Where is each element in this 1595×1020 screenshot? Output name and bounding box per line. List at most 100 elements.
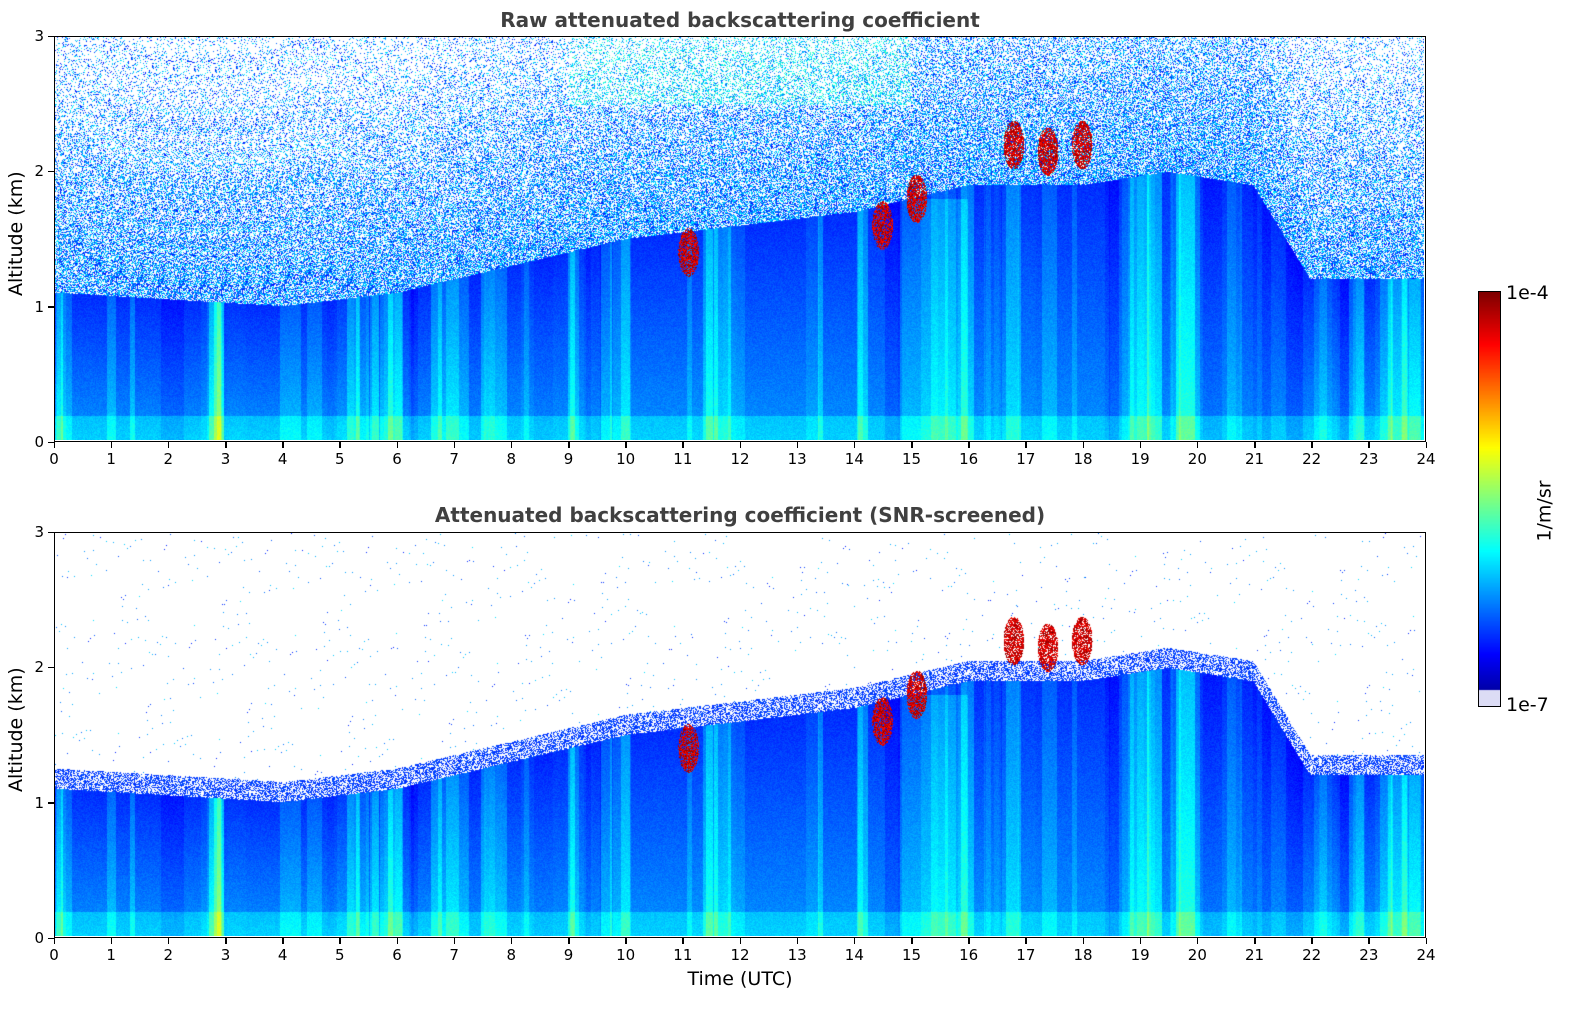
top-y-axis-label: Altitude (km) <box>5 171 27 296</box>
top-x-tick-label: 17 <box>1016 450 1036 468</box>
top-x-tickmark <box>167 442 170 448</box>
bottom-x-tick-label: 12 <box>730 946 750 964</box>
bottom-x-tickmark <box>453 938 456 944</box>
bottom-chart-title: Attenuated backscattering coefficient (S… <box>434 503 1046 527</box>
bottom-x-tickmark <box>167 938 170 944</box>
top-y-tick-label: 1 <box>34 297 44 316</box>
bottom-x-tick-label: 18 <box>1073 946 1093 964</box>
top-chart-title: Raw attenuated backscattering coefficien… <box>500 8 980 32</box>
colorbar-max-label: 1e-4 <box>1506 282 1549 304</box>
top-x-tickmark <box>339 442 341 448</box>
top-x-tickmark <box>625 442 627 448</box>
top-x-tick-label: 18 <box>1073 450 1093 468</box>
top-x-tick-label: 22 <box>1302 450 1322 468</box>
bottom-x-tick-label: 22 <box>1302 946 1322 964</box>
bottom-y-tick-label: 2 <box>34 658 44 677</box>
top-x-tick-label: 9 <box>563 450 574 468</box>
top-x-tick-label: 24 <box>1416 450 1436 468</box>
bottom-x-tickmark <box>1311 938 1313 944</box>
bottom-x-tick-label: 3 <box>220 946 231 964</box>
top-x-tickmark <box>453 442 456 448</box>
colorbar-units-label: 1/m/sr <box>1533 480 1556 542</box>
top-x-tickmark <box>396 442 398 448</box>
bottom-x-tick-label: 24 <box>1416 946 1436 964</box>
bottom-x-tick-label: 2 <box>163 946 174 964</box>
bottom-x-tick-label: 14 <box>844 946 864 964</box>
top-x-tick-label: 21 <box>1244 450 1265 468</box>
colorbar-min-label: 1e-7 <box>1506 694 1549 716</box>
bottom-x-tick-label: 13 <box>787 946 807 964</box>
top-x-tick-label: 19 <box>1130 450 1150 468</box>
top-x-tick-label: 11 <box>673 450 693 468</box>
bottom-x-tickmark <box>1254 938 1256 944</box>
top-y-tickmark <box>48 306 54 308</box>
bottom-x-tickmark <box>1025 938 1027 944</box>
top-x-tick-label: 7 <box>449 450 459 468</box>
bottom-x-tick-label: 20 <box>1187 946 1207 964</box>
top-x-tickmark <box>796 442 799 448</box>
top-x-tickmark <box>1139 442 1142 448</box>
bottom-y-tickmark <box>48 531 54 533</box>
bottom-x-tickmark <box>739 938 741 944</box>
bottom-y-axis-label: Altitude (km) <box>5 667 27 792</box>
top-x-tickmark <box>1425 442 1427 448</box>
top-x-tick-label: 4 <box>277 450 288 468</box>
bottom-x-tick-label: 6 <box>392 946 402 964</box>
top-x-tick-label: 14 <box>844 450 864 468</box>
top-x-tickmark <box>568 442 570 448</box>
x-axis-label: Time (UTC) <box>687 968 793 990</box>
bottom-x-tick-label: 19 <box>1130 946 1150 964</box>
top-x-tickmark <box>1196 442 1199 448</box>
top-heatmap-panel <box>54 36 1426 442</box>
bottom-x-tickmark <box>625 938 627 944</box>
top-x-tick-label: 5 <box>335 450 345 468</box>
top-x-tick-label: 2 <box>163 450 174 468</box>
bottom-x-tickmark <box>682 938 684 944</box>
top-x-tick-label: 0 <box>49 450 59 468</box>
top-x-tick-label: 15 <box>901 450 922 468</box>
top-x-tickmark <box>739 442 741 448</box>
bottom-x-tickmark <box>110 938 113 944</box>
top-x-tick-label: 12 <box>730 450 750 468</box>
bottom-x-tickmark <box>853 938 856 944</box>
top-x-tickmark <box>911 442 913 448</box>
bottom-x-tickmark <box>968 938 970 944</box>
bottom-x-tick-label: 1 <box>106 946 116 964</box>
top-x-tick-label: 20 <box>1187 450 1207 468</box>
bottom-x-tickmark <box>339 938 341 944</box>
bottom-x-tickmark <box>1139 938 1142 944</box>
bottom-x-tick-label: 11 <box>673 946 693 964</box>
bottom-x-tick-label: 10 <box>616 946 636 964</box>
bottom-y-tick-label: 1 <box>34 793 44 812</box>
bottom-x-tickmark <box>225 938 227 944</box>
top-x-tickmark <box>1254 442 1256 448</box>
bottom-x-tickmark <box>510 938 513 944</box>
top-y-tick-label: 3 <box>34 27 44 45</box>
bottom-x-tick-label: 9 <box>563 946 574 964</box>
bottom-heatmap-canvas <box>55 533 1424 936</box>
bottom-x-tick-label: 4 <box>277 946 288 964</box>
bottom-x-tick-label: 15 <box>901 946 922 964</box>
top-y-tickmark <box>48 170 54 173</box>
bottom-x-tickmark <box>1368 938 1370 944</box>
top-heatmap-canvas <box>55 37 1424 440</box>
top-x-tickmark <box>1082 442 1084 448</box>
bottom-x-tickmark <box>282 938 284 944</box>
bottom-x-tickmark <box>53 938 55 944</box>
bottom-y-tickmark <box>48 937 54 939</box>
top-y-tickmark <box>48 35 54 37</box>
bottom-heatmap-panel <box>54 532 1426 938</box>
top-x-tickmark <box>1025 442 1027 448</box>
bottom-x-tick-label: 23 <box>1359 946 1379 964</box>
top-x-tickmark <box>110 442 113 448</box>
bottom-x-tickmark <box>1082 938 1084 944</box>
bottom-y-tickmark <box>48 666 54 669</box>
top-x-tick-label: 10 <box>616 450 636 468</box>
top-x-tickmark <box>53 442 55 448</box>
top-x-tick-label: 8 <box>506 450 517 468</box>
bottom-x-tick-label: 5 <box>335 946 345 964</box>
top-y-tickmark <box>48 441 54 443</box>
top-x-tick-label: 13 <box>787 450 807 468</box>
bottom-x-tick-label: 16 <box>959 946 979 964</box>
top-x-tick-label: 3 <box>220 450 231 468</box>
